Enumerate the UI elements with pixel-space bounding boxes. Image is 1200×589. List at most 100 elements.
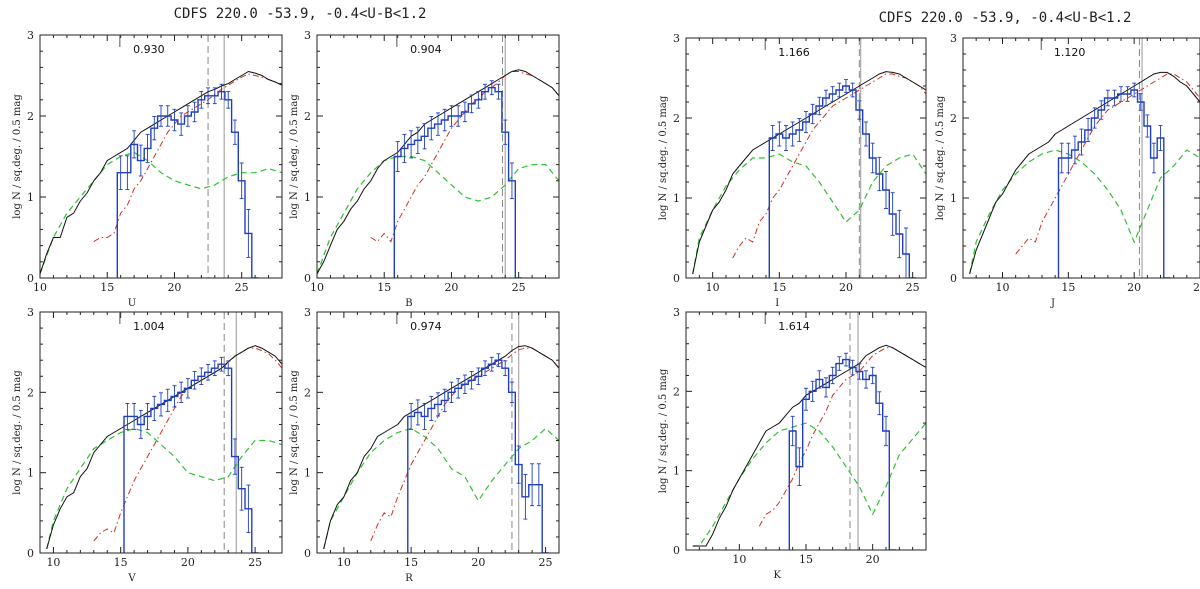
plot-area <box>692 38 926 278</box>
y-tick-label: 1 <box>27 467 34 480</box>
x-axis-label: I <box>775 298 779 309</box>
y-tick-label: 0 <box>673 544 680 557</box>
plot-area <box>323 312 559 553</box>
model-total-line <box>692 344 926 547</box>
x-axis-label: V <box>127 573 136 584</box>
observed-histogram <box>407 359 549 553</box>
panel-frame <box>39 34 283 279</box>
plot-area <box>40 35 282 278</box>
y-tick-label: 2 <box>27 386 34 399</box>
plot-area <box>46 312 282 553</box>
y-tick-label: 2 <box>304 110 311 123</box>
model-green-dashed-line <box>323 427 559 550</box>
x-tick-label: 20 <box>471 556 485 569</box>
y-tick-label: 3 <box>27 29 34 42</box>
y-tick-label: 0 <box>304 272 311 285</box>
model-total-line <box>692 71 926 275</box>
model-green-dashed-line <box>969 149 1200 275</box>
panel-frame <box>316 311 560 554</box>
y-tick-label: 1 <box>27 191 34 204</box>
x-tick-label: 25 <box>235 281 249 294</box>
x-tick-label: 10 <box>732 553 746 566</box>
y-tick-label: 3 <box>304 306 311 319</box>
x-tick-label: 25 <box>1193 281 1200 294</box>
y-tick-label: 3 <box>27 306 34 319</box>
fit-score-label: 0.904 <box>410 43 442 56</box>
y-tick-label: 2 <box>950 112 957 125</box>
y-tick-label: 3 <box>304 29 311 42</box>
x-tick-label: 15 <box>772 281 786 294</box>
y-axis-label: log N / sq.deg. / 0.5 mag <box>658 95 669 220</box>
x-tick-label: 10 <box>310 281 324 294</box>
y-tick-label: 3 <box>950 32 957 45</box>
x-tick-label: 15 <box>404 556 418 569</box>
x-axis-label: B <box>405 298 412 309</box>
fit-score-label: 1.166 <box>778 46 810 59</box>
y-tick-label: 1 <box>304 467 311 480</box>
y-axis-label: log N / sq.deg. / 0.5 mag <box>658 368 669 493</box>
model-red-dashdot-line <box>732 73 926 259</box>
fit-score-label: 1.004 <box>133 320 165 333</box>
fit-score-label: 0.930 <box>133 43 165 56</box>
model-red-dashdot-line <box>1015 73 1200 255</box>
x-tick-label: 20 <box>181 556 195 569</box>
model-total-line <box>969 71 1200 275</box>
y-tick-label: 1 <box>304 191 311 204</box>
y-axis-label: log N / sq.deg. / 0.5 mag <box>289 94 300 219</box>
x-axis-label: U <box>128 298 136 309</box>
x-tick-label: 20 <box>1127 281 1141 294</box>
y-axis-label: log N / sq.deg. / 0.5 mag <box>12 94 23 219</box>
x-tick-label: 25 <box>539 556 553 569</box>
panel-frame <box>316 34 560 279</box>
model-green-dashed-line <box>692 422 926 547</box>
y-axis-label: log N / sq.deg. / 0.5 mag <box>935 95 946 220</box>
y-tick-label: 3 <box>673 32 680 45</box>
x-tick-label: 15 <box>1061 281 1075 294</box>
model-red-dashdot-line <box>758 347 926 527</box>
plot-area <box>317 35 559 278</box>
x-tick-label: 15 <box>114 556 128 569</box>
x-tick-label: 25 <box>512 281 526 294</box>
x-tick-label: 10 <box>337 556 351 569</box>
x-tick-label: 10 <box>706 281 720 294</box>
y-tick-label: 1 <box>673 465 680 478</box>
y-tick-label: 0 <box>950 272 957 285</box>
x-tick-label: 20 <box>167 281 181 294</box>
x-tick-label: 25 <box>906 281 920 294</box>
y-tick-label: 2 <box>27 110 34 123</box>
x-tick-label: 10 <box>33 281 47 294</box>
y-tick-label: 2 <box>304 386 311 399</box>
observed-histogram <box>788 358 896 550</box>
x-axis-label: R <box>405 573 413 584</box>
fit-score-label: 1.614 <box>778 320 810 333</box>
y-tick-label: 0 <box>27 547 34 560</box>
x-tick-label: 10 <box>46 556 60 569</box>
model-green-dashed-line <box>46 427 282 550</box>
y-tick-label: 1 <box>673 192 680 205</box>
model-total-line <box>323 345 559 550</box>
model-red-dashdot-line <box>93 347 282 542</box>
model-green-dashed-line <box>317 155 559 275</box>
y-axis-label: log N / sq.deg. / 0.5 mag <box>289 370 300 495</box>
y-tick-label: 2 <box>673 112 680 125</box>
y-tick-label: 0 <box>304 547 311 560</box>
y-tick-label: 0 <box>27 272 34 285</box>
right-figure-title: CDFS 220.0 -53.9, -0.4<U-B<1.2 <box>879 10 1132 26</box>
plot-area <box>969 38 1200 278</box>
x-tick-label: 15 <box>100 281 114 294</box>
y-tick-label: 0 <box>673 272 680 285</box>
observed-histogram <box>768 85 916 278</box>
plot-area <box>692 312 926 550</box>
x-tick-label: 15 <box>799 553 813 566</box>
x-tick-label: 20 <box>866 553 880 566</box>
x-tick-label: 25 <box>248 556 262 569</box>
model-green-dashed-line <box>692 153 926 275</box>
y-tick-label: 2 <box>673 385 680 398</box>
x-axis-label: K <box>773 570 781 581</box>
